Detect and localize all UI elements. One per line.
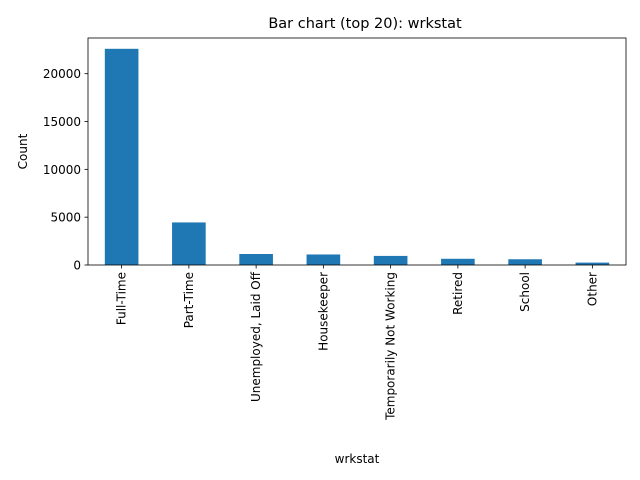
plot-frame — [87, 37, 627, 266]
x-tick-label: Part-Time — [182, 272, 196, 328]
x-tick-label: Housekeeper — [316, 272, 330, 351]
x-tick-label: Other — [585, 272, 599, 306]
x-axis-ticks: Full-Time Part-Time Unemployed, Laid Off Ho… — [115, 265, 599, 421]
bar-housekeeper — [306, 254, 341, 265]
bar-retired — [441, 258, 475, 265]
x-axis-label: wrkstat — [335, 452, 380, 466]
x-tick-label: School — [518, 272, 532, 312]
x-tick-label: Unemployed, Laid Off — [249, 271, 263, 402]
bar-temporarily-not-working — [373, 255, 408, 265]
y-tick-label: 15000 — [43, 115, 81, 129]
y-tick-label: 5000 — [50, 211, 81, 225]
x-tick-label: Temporarily Not Working — [384, 272, 398, 421]
bars-layer — [104, 48, 610, 265]
bar-full-time — [104, 48, 139, 265]
chart-title: Bar chart (top 20): wrkstat — [268, 16, 462, 32]
y-tick-label: 10000 — [43, 163, 81, 177]
bar-other — [575, 262, 610, 265]
y-tick-label: 20000 — [43, 67, 81, 81]
y-tick-label: 0 — [73, 259, 81, 273]
y-axis-ticks: 0 5000 10000 15000 20000 — [43, 67, 88, 273]
y-axis-label: Count — [16, 133, 30, 169]
bar-part-time — [172, 222, 206, 265]
bar-school — [508, 259, 542, 265]
x-tick-label: Retired — [451, 272, 465, 315]
x-tick-label: Full-Time — [115, 272, 129, 325]
bar-unemployed-laid-off — [239, 253, 273, 265]
